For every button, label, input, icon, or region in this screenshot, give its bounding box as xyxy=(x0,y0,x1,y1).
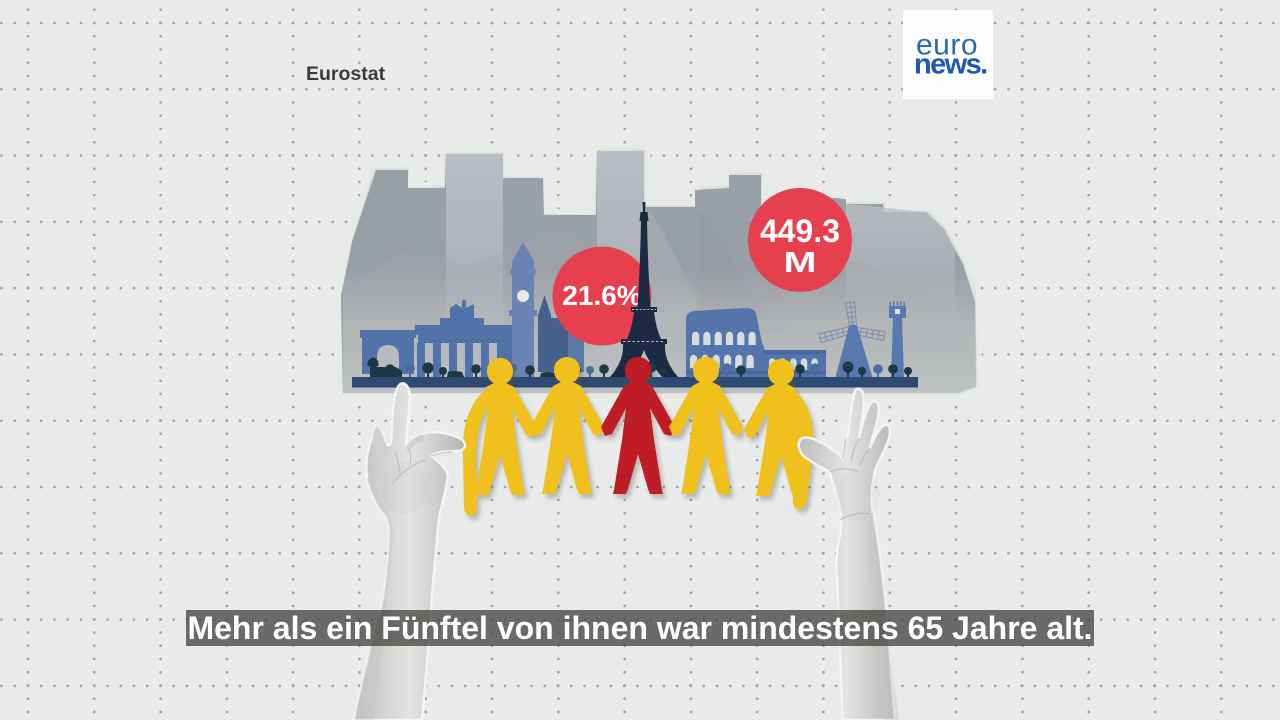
svg-text:euro: euro xyxy=(916,29,978,62)
svg-text:21.6%: 21.6% xyxy=(562,280,641,311)
svg-text:news.: news. xyxy=(914,49,987,81)
svg-text:449.3: 449.3 xyxy=(760,213,840,249)
svg-text:M: M xyxy=(784,247,817,279)
